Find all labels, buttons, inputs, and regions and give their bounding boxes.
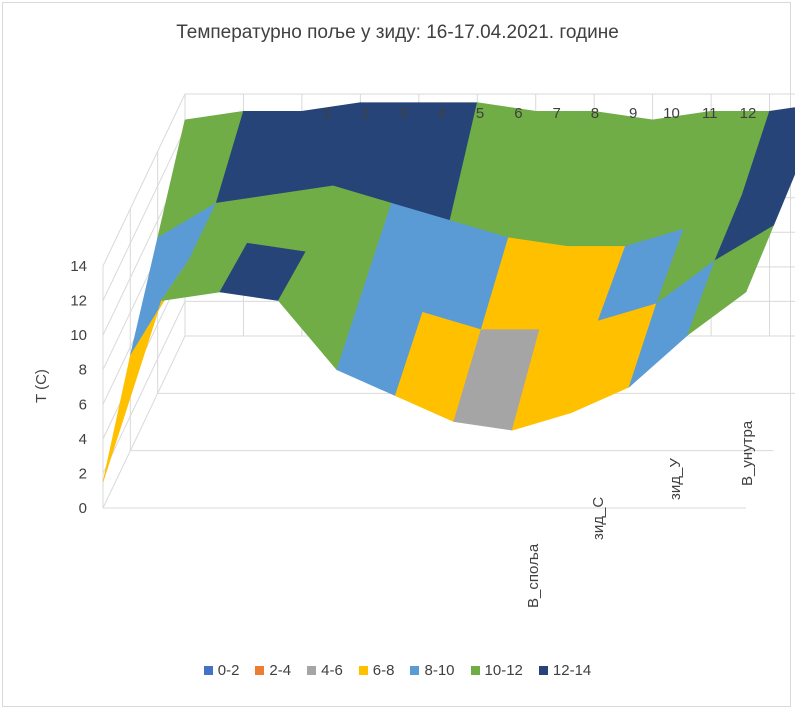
- x-tick-label: 11: [702, 105, 718, 122]
- z-tick-label: 14: [70, 258, 87, 275]
- legend-swatch: [538, 666, 548, 675]
- x-tick-label: 9: [629, 105, 637, 122]
- x-tick-label: 5: [476, 105, 484, 122]
- surface-patch: [686, 225, 774, 336]
- x-tick-label: 12: [740, 105, 757, 122]
- legend-label: 10-12: [484, 662, 523, 679]
- z-tick-label: 10: [70, 327, 87, 344]
- x-tick-label: 10: [663, 105, 680, 122]
- z-tick-label: 0: [79, 500, 87, 517]
- x-tick-label: 3: [399, 105, 407, 122]
- x-tick-label: 6: [514, 105, 522, 122]
- chart-title: Температурно поље у зиду: 16-17.04.2021.…: [176, 22, 619, 43]
- depth-tick-label: B_унутра: [739, 420, 756, 486]
- legend-label: 0-2: [217, 662, 240, 679]
- legend-item: 4-6: [307, 662, 343, 679]
- legend-label: 4-6: [321, 662, 343, 679]
- legend-swatch: [470, 666, 480, 675]
- x-tick-label: 4: [438, 105, 446, 122]
- z-tick-label: 8: [79, 362, 87, 379]
- legend-item: 12-14: [538, 662, 592, 679]
- x-tick-label: 2: [361, 105, 369, 122]
- x-axis-ticks: 1 2 3 4 5 6 7 8 9 10 11 12: [323, 105, 757, 122]
- depth-tick-label: зид_У: [667, 458, 684, 500]
- z-tick-label: 4: [79, 431, 87, 448]
- x-tick-label: 7: [552, 105, 560, 122]
- depth-axis-ticks: B_споља зид_C зид_У B_унутра: [525, 420, 756, 608]
- legend-item: 2-4: [255, 662, 291, 679]
- legend-item: 10-12: [470, 662, 523, 679]
- axis-label-t: T (C): [33, 369, 50, 403]
- legend-item: 6-8: [358, 662, 395, 679]
- legend-swatch: [203, 666, 213, 675]
- z-axis-ticks: 0 2 4 6 8 10 12 14: [70, 258, 87, 517]
- legend-item: 8-10: [410, 662, 455, 679]
- legend-item: 0-2: [203, 662, 240, 679]
- legend-label: 12-14: [552, 662, 592, 679]
- x-tick-label: 8: [591, 105, 599, 122]
- z-tick-label: 2: [79, 465, 87, 482]
- surface: [102, 102, 795, 483]
- legend-swatch: [255, 666, 265, 675]
- x-tick-label: 1: [323, 105, 331, 122]
- legend-swatch: [410, 666, 420, 675]
- legend-label: 6-8: [372, 662, 395, 679]
- legend-swatch: [358, 666, 368, 675]
- z-tick-label: 12: [70, 293, 87, 310]
- depth-tick-label: зид_C: [590, 497, 607, 540]
- depth-tick-label: B_споља: [525, 543, 542, 608]
- z-tick-label: 6: [79, 396, 87, 413]
- chart-legend: 0-2 2-4 4-6 6-8 8-10 10-12 12-14: [0, 662, 795, 679]
- legend-label: 2-4: [269, 662, 292, 679]
- legend-label: 8-10: [424, 662, 455, 679]
- legend-swatch: [307, 666, 317, 675]
